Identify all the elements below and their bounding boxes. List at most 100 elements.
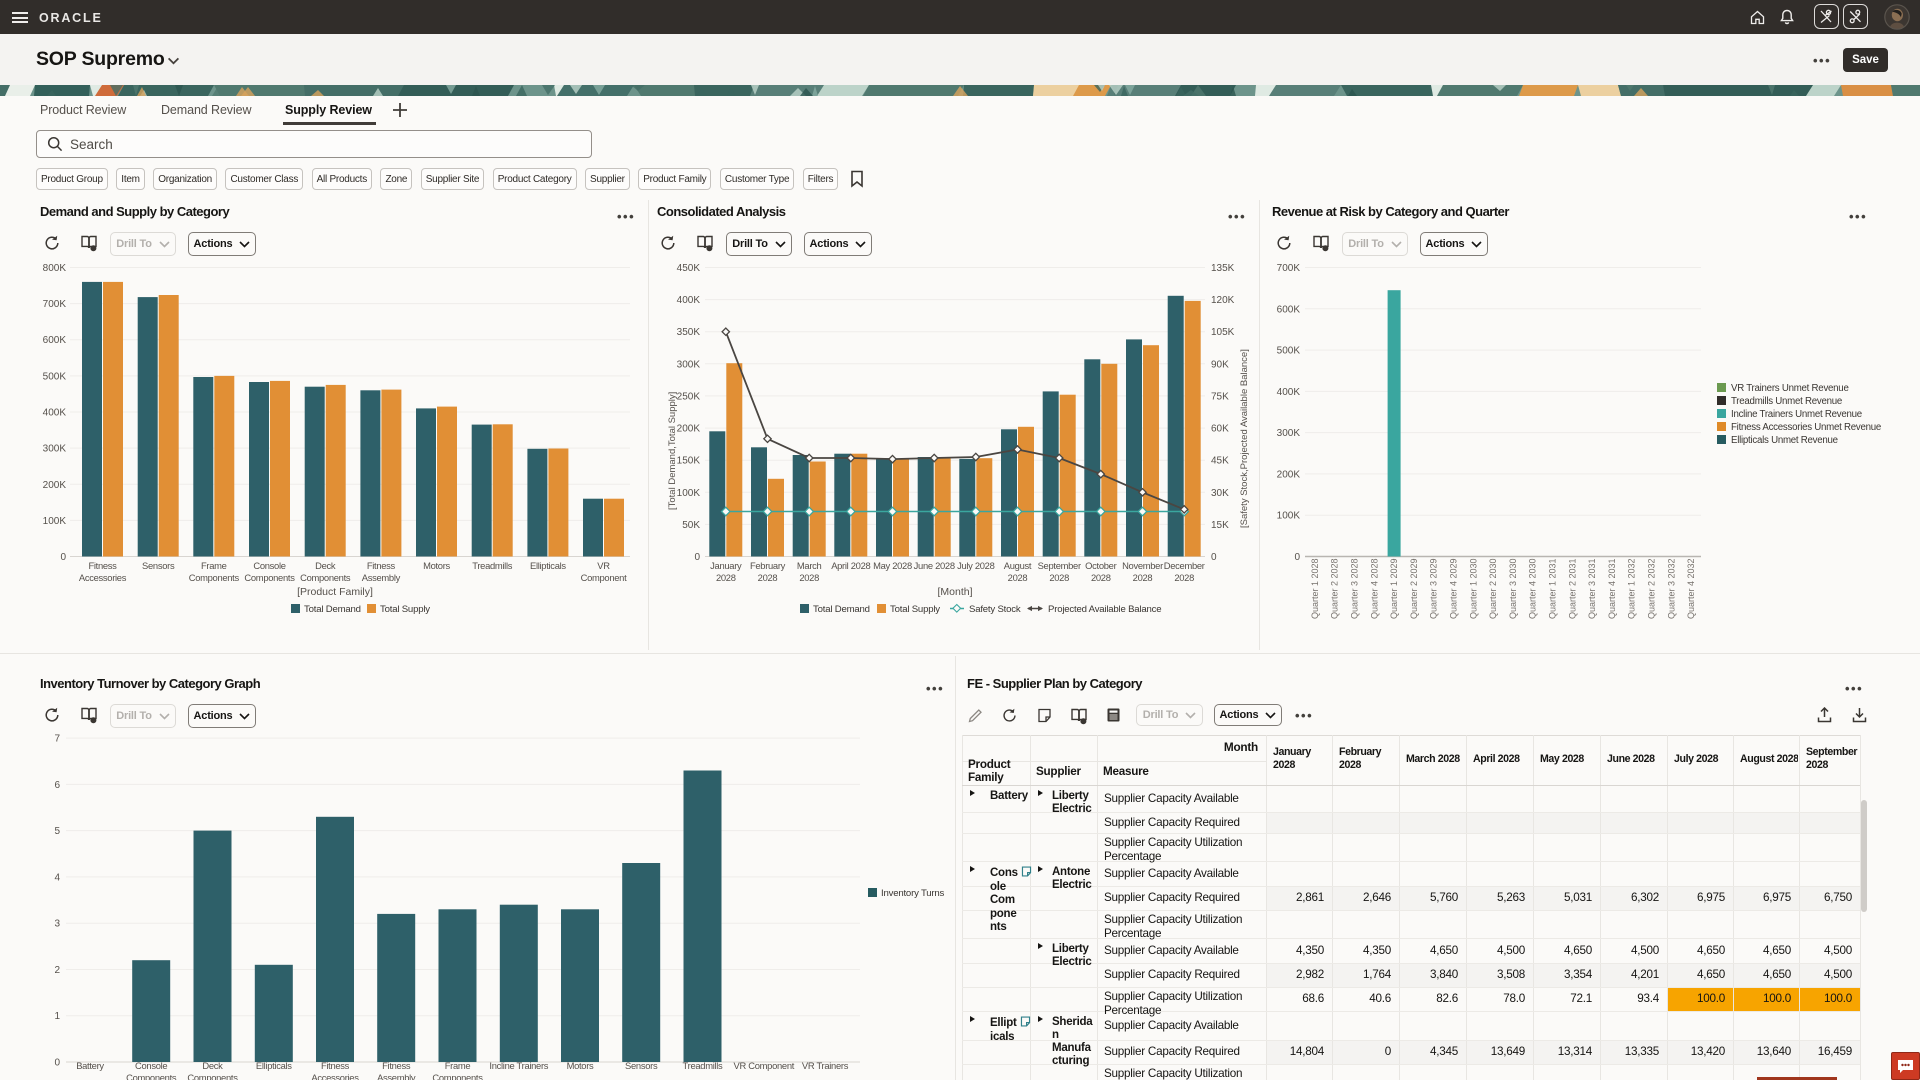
svg-text:Projected Available Balance: Projected Available Balance bbox=[1048, 604, 1161, 615]
svg-text:September: September bbox=[1038, 560, 1081, 571]
svg-text:Fitness: Fitness bbox=[88, 560, 117, 571]
svg-text:Components: Components bbox=[244, 572, 295, 583]
svg-text:Components: Components bbox=[432, 1072, 483, 1080]
svg-text:3: 3 bbox=[54, 919, 60, 930]
svg-text:2: 2 bbox=[54, 965, 60, 976]
svg-text:Safety Stock: Safety Stock bbox=[969, 604, 1021, 615]
svg-text:Fitness: Fitness bbox=[321, 1060, 350, 1071]
svg-text:800K: 800K bbox=[43, 263, 67, 274]
svg-text:Components: Components bbox=[126, 1072, 177, 1080]
svg-text:60K: 60K bbox=[1211, 424, 1229, 435]
svg-text:0: 0 bbox=[1294, 552, 1300, 563]
svg-text:30K: 30K bbox=[1211, 488, 1229, 499]
svg-text:VR Component: VR Component bbox=[734, 1060, 795, 1071]
svg-text:Inventory Turns: Inventory Turns bbox=[881, 888, 945, 899]
svg-text:Sensors: Sensors bbox=[625, 1060, 658, 1071]
svg-text:[Safety Stock,Projected Availa: [Safety Stock,Projected Available Balanc… bbox=[1239, 349, 1250, 528]
svg-text:6: 6 bbox=[54, 780, 60, 791]
svg-text:April 2028: April 2028 bbox=[831, 560, 870, 571]
svg-text:2028: 2028 bbox=[1008, 572, 1028, 583]
svg-text:Quarter 4 2031: Quarter 4 2031 bbox=[1607, 558, 1617, 619]
svg-text:Accessories: Accessories bbox=[311, 1072, 359, 1080]
svg-text:Quarter 1 2029: Quarter 1 2029 bbox=[1389, 558, 1399, 619]
svg-text:2028: 2028 bbox=[799, 572, 819, 583]
svg-text:Quarter 3 2031: Quarter 3 2031 bbox=[1587, 558, 1597, 619]
svg-text:Quarter 2 2032: Quarter 2 2032 bbox=[1647, 558, 1657, 619]
svg-text:0: 0 bbox=[60, 552, 66, 563]
svg-text:1: 1 bbox=[54, 1011, 60, 1022]
svg-text:December: December bbox=[1164, 560, 1205, 571]
svg-text:5: 5 bbox=[54, 826, 60, 837]
svg-text:45K: 45K bbox=[1211, 456, 1229, 467]
svg-text:Quarter 1 2030: Quarter 1 2030 bbox=[1468, 558, 1478, 619]
svg-text:500K: 500K bbox=[1277, 346, 1301, 357]
svg-text:90K: 90K bbox=[1211, 359, 1229, 370]
svg-text:600K: 600K bbox=[43, 335, 67, 346]
svg-text:2028: 2028 bbox=[1049, 572, 1069, 583]
svg-text:Quarter 2 2028: Quarter 2 2028 bbox=[1330, 558, 1340, 619]
svg-text:Quarter 4 2030: Quarter 4 2030 bbox=[1528, 558, 1538, 619]
svg-text:Incline Trainers Unmet Revenue: Incline Trainers Unmet Revenue bbox=[1731, 409, 1862, 420]
svg-text:Motors: Motors bbox=[567, 1060, 594, 1071]
svg-text:Component: Component bbox=[581, 572, 627, 583]
svg-text:700K: 700K bbox=[1277, 263, 1301, 274]
svg-text:100K: 100K bbox=[1277, 511, 1301, 522]
svg-text:Sensors: Sensors bbox=[142, 560, 175, 571]
svg-text:7: 7 bbox=[54, 734, 60, 745]
svg-text:Ellipticals Unmet Revenue: Ellipticals Unmet Revenue bbox=[1731, 435, 1838, 446]
svg-text:Incline Trainers: Incline Trainers bbox=[489, 1060, 548, 1071]
svg-text:Quarter 2 2029: Quarter 2 2029 bbox=[1409, 558, 1419, 619]
svg-text:Quarter 3 2028: Quarter 3 2028 bbox=[1350, 558, 1360, 619]
svg-text:200K: 200K bbox=[43, 480, 67, 491]
svg-text:January: January bbox=[710, 560, 742, 571]
svg-text:Fitness Accessories Unmet Reve: Fitness Accessories Unmet Revenue bbox=[1731, 422, 1881, 433]
svg-text:Frame: Frame bbox=[201, 560, 227, 571]
svg-text:VR: VR bbox=[597, 560, 610, 571]
svg-text:February: February bbox=[750, 560, 786, 571]
svg-text:Quarter 1 2031: Quarter 1 2031 bbox=[1548, 558, 1558, 619]
svg-text:Components: Components bbox=[187, 1072, 238, 1080]
svg-text:150K: 150K bbox=[677, 456, 701, 467]
svg-text:2028: 2028 bbox=[758, 572, 778, 583]
svg-text:Quarter 3 2029: Quarter 3 2029 bbox=[1429, 558, 1439, 619]
svg-text:400K: 400K bbox=[1277, 387, 1301, 398]
svg-text:2028: 2028 bbox=[1133, 572, 1153, 583]
svg-text:Treadmills: Treadmills bbox=[683, 1060, 723, 1071]
svg-text:2028: 2028 bbox=[1091, 572, 1111, 583]
svg-text:100K: 100K bbox=[677, 488, 701, 499]
svg-text:0: 0 bbox=[1211, 552, 1217, 563]
svg-text:Console: Console bbox=[253, 560, 285, 571]
svg-text:135K: 135K bbox=[1211, 263, 1235, 274]
svg-text:Battery: Battery bbox=[76, 1060, 104, 1071]
svg-text:[Month]: [Month] bbox=[937, 586, 972, 598]
svg-text:2028: 2028 bbox=[1174, 572, 1194, 583]
svg-text:0: 0 bbox=[694, 552, 700, 563]
svg-text:Total Supply: Total Supply bbox=[380, 604, 430, 615]
svg-text:Quarter 1 2028: Quarter 1 2028 bbox=[1310, 558, 1320, 619]
svg-text:450K: 450K bbox=[677, 263, 701, 274]
svg-text:500K: 500K bbox=[43, 371, 67, 382]
svg-text:700K: 700K bbox=[43, 299, 67, 310]
svg-text:Quarter 2 2031: Quarter 2 2031 bbox=[1567, 558, 1577, 619]
svg-text:Total Supply: Total Supply bbox=[890, 604, 940, 615]
svg-text:November: November bbox=[1122, 560, 1163, 571]
svg-text:July 2028: July 2028 bbox=[957, 560, 995, 571]
svg-text:VR Trainers Unmet Revenue: VR Trainers Unmet Revenue bbox=[1731, 383, 1849, 394]
svg-text:4: 4 bbox=[54, 872, 60, 883]
svg-text:VR Trainers: VR Trainers bbox=[802, 1060, 849, 1071]
svg-text:Quarter 2 2030: Quarter 2 2030 bbox=[1488, 558, 1498, 619]
svg-text:Quarter 1 2032: Quarter 1 2032 bbox=[1627, 558, 1637, 619]
svg-text:August: August bbox=[1004, 560, 1032, 571]
svg-text:Console: Console bbox=[135, 1060, 167, 1071]
svg-text:300K: 300K bbox=[1277, 428, 1301, 439]
svg-text:Quarter 3 2030: Quarter 3 2030 bbox=[1508, 558, 1518, 619]
svg-text:Quarter 4 2032: Quarter 4 2032 bbox=[1686, 558, 1696, 619]
svg-text:Ellipticals: Ellipticals bbox=[256, 1060, 292, 1071]
svg-text:Deck: Deck bbox=[202, 1060, 223, 1071]
svg-text:Quarter 4 2028: Quarter 4 2028 bbox=[1369, 558, 1379, 619]
svg-text:Total Demand: Total Demand bbox=[304, 604, 361, 615]
svg-text:Assembly: Assembly bbox=[377, 1072, 416, 1080]
svg-text:0: 0 bbox=[54, 1058, 60, 1069]
svg-text:Accessories: Accessories bbox=[79, 572, 127, 583]
svg-text:Quarter 3 2032: Quarter 3 2032 bbox=[1666, 558, 1676, 619]
